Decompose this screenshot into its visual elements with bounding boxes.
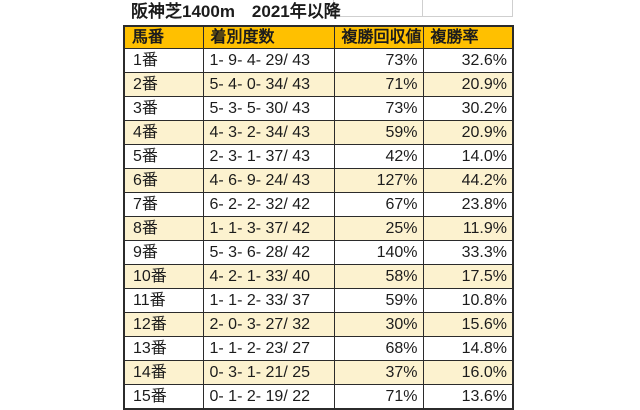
table-row: 1番 1- 9- 4- 29/ 43 73% 32.6% [123, 48, 514, 73]
finish-record-cell: 4- 6- 9- 24/ 43 [202, 168, 335, 193]
place-return-cell: 59% [333, 288, 424, 313]
page-title: 阪神芝1400m 2021年以降 [131, 2, 341, 21]
title-row: 阪神芝1400m 2021年以降 [123, 0, 514, 25]
finish-record-cell: 4- 3- 2- 34/ 43 [202, 120, 335, 145]
finish-record-cell: 1- 1- 2- 23/ 27 [202, 336, 335, 361]
horse-number-cell: 8番 [123, 216, 204, 241]
stats-table: 馬番 着別度数 複勝回収値 複勝率 1番 1- 9- 4- 29/ 43 73%… [123, 25, 514, 410]
finish-record-cell: 5- 3- 5- 30/ 43 [202, 96, 335, 121]
place-rate-cell: 20.9% [422, 120, 514, 145]
table-row: 3番 5- 3- 5- 30/ 43 73% 30.2% [123, 96, 514, 121]
table-row: 6番 4- 6- 9- 24/ 43 127% 44.2% [123, 168, 514, 193]
table-row: 14番 0- 3- 1- 21/ 25 37% 16.0% [123, 360, 514, 385]
horse-number-cell: 14番 [123, 360, 204, 385]
horse-number-cell: 2番 [123, 72, 204, 97]
place-rate-cell: 30.2% [422, 96, 514, 121]
header-place-rate: 複勝率 [422, 25, 514, 49]
place-rate-cell: 14.0% [422, 144, 514, 169]
table-row: 5番 2- 3- 1- 37/ 43 42% 14.0% [123, 144, 514, 169]
horse-number-cell: 15番 [123, 384, 204, 410]
horse-number-cell: 4番 [123, 120, 204, 145]
place-rate-cell: 15.6% [422, 312, 514, 337]
table-row: 2番 5- 4- 0- 34/ 43 71% 20.9% [123, 72, 514, 97]
finish-record-cell: 2- 0- 3- 27/ 32 [202, 312, 335, 337]
finish-record-cell: 2- 3- 1- 37/ 43 [202, 144, 335, 169]
place-return-cell: 30% [333, 312, 424, 337]
place-return-cell: 71% [333, 72, 424, 97]
place-rate-cell: 13.6% [422, 384, 514, 410]
place-return-cell: 73% [333, 96, 424, 121]
place-return-cell: 59% [333, 120, 424, 145]
header-place-return: 複勝回収値 [333, 25, 424, 49]
place-return-cell: 25% [333, 216, 424, 241]
horse-number-cell: 11番 [123, 288, 204, 313]
horse-number-cell: 7番 [123, 192, 204, 217]
horse-number-cell: 9番 [123, 240, 204, 265]
table-row: 9番 5- 3- 6- 28/ 42 140% 33.3% [123, 240, 514, 265]
place-rate-cell: 11.9% [422, 216, 514, 241]
finish-record-cell: 6- 2- 2- 32/ 42 [202, 192, 335, 217]
horse-number-cell: 6番 [123, 168, 204, 193]
place-return-cell: 73% [333, 48, 424, 73]
place-return-cell: 58% [333, 264, 424, 289]
place-return-cell: 37% [333, 360, 424, 385]
spreadsheet-table: 阪神芝1400m 2021年以降 馬番 着別度数 複勝回収値 複勝率 1番 1-… [123, 0, 514, 410]
finish-record-cell: 5- 3- 6- 28/ 42 [202, 240, 335, 265]
horse-number-cell: 5番 [123, 144, 204, 169]
place-rate-cell: 32.6% [422, 48, 514, 73]
place-return-cell: 71% [333, 384, 424, 410]
horse-number-cell: 12番 [123, 312, 204, 337]
place-return-cell: 127% [333, 168, 424, 193]
table-row: 11番 1- 1- 2- 33/ 37 59% 10.8% [123, 288, 514, 313]
header-finish-record: 着別度数 [202, 25, 335, 49]
finish-record-cell: 1- 1- 3- 37/ 42 [202, 216, 335, 241]
place-rate-cell: 23.8% [422, 192, 514, 217]
table-row: 7番 6- 2- 2- 32/ 42 67% 23.8% [123, 192, 514, 217]
header-row: 馬番 着別度数 複勝回収値 複勝率 [123, 25, 514, 49]
place-rate-cell: 14.8% [422, 336, 514, 361]
place-rate-cell: 17.5% [422, 264, 514, 289]
empty-grid-cell [422, 0, 513, 17]
table-row: 4番 4- 3- 2- 34/ 43 59% 20.9% [123, 120, 514, 145]
place-rate-cell: 33.3% [422, 240, 514, 265]
horse-number-cell: 13番 [123, 336, 204, 361]
place-rate-cell: 20.9% [422, 72, 514, 97]
finish-record-cell: 0- 3- 1- 21/ 25 [202, 360, 335, 385]
table-row: 8番 1- 1- 3- 37/ 42 25% 11.9% [123, 216, 514, 241]
horse-number-cell: 3番 [123, 96, 204, 121]
table-row: 15番 0- 1- 2- 19/ 22 71% 13.6% [123, 384, 514, 410]
place-return-cell: 140% [333, 240, 424, 265]
place-rate-cell: 16.0% [422, 360, 514, 385]
finish-record-cell: 4- 2- 1- 33/ 40 [202, 264, 335, 289]
horse-number-cell: 10番 [123, 264, 204, 289]
horse-number-cell: 1番 [123, 48, 204, 73]
place-return-cell: 67% [333, 192, 424, 217]
place-return-cell: 68% [333, 336, 424, 361]
empty-grid-cell [333, 0, 423, 17]
place-return-cell: 42% [333, 144, 424, 169]
place-rate-cell: 10.8% [422, 288, 514, 313]
table-row: 12番 2- 0- 3- 27/ 32 30% 15.6% [123, 312, 514, 337]
table-row: 10番 4- 2- 1- 33/ 40 58% 17.5% [123, 264, 514, 289]
finish-record-cell: 0- 1- 2- 19/ 22 [202, 384, 335, 410]
table-row: 13番 1- 1- 2- 23/ 27 68% 14.8% [123, 336, 514, 361]
table-body: 1番 1- 9- 4- 29/ 43 73% 32.6% 2番 5- 4- 0-… [123, 48, 514, 410]
finish-record-cell: 5- 4- 0- 34/ 43 [202, 72, 335, 97]
header-horse-number: 馬番 [123, 25, 204, 49]
finish-record-cell: 1- 1- 2- 33/ 37 [202, 288, 335, 313]
finish-record-cell: 1- 9- 4- 29/ 43 [202, 48, 335, 73]
place-rate-cell: 44.2% [422, 168, 514, 193]
